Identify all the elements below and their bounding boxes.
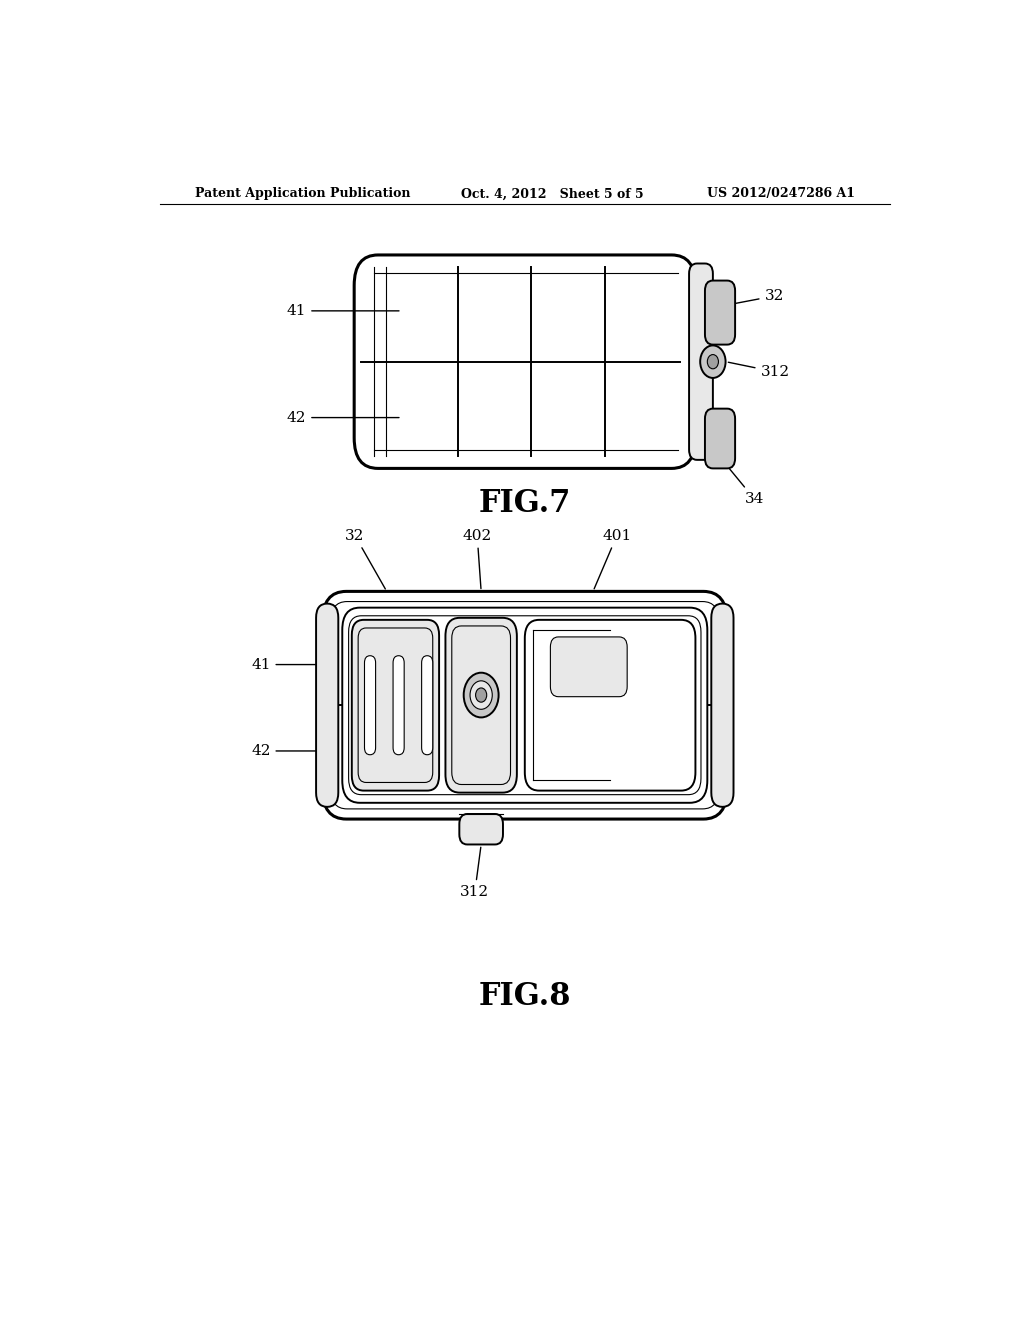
Circle shape [475,688,486,702]
Text: 401: 401 [594,528,632,589]
Text: 41: 41 [251,657,336,672]
Text: 42: 42 [251,744,336,758]
FancyBboxPatch shape [393,656,404,755]
Text: 32: 32 [345,528,385,589]
Text: 32: 32 [724,289,783,306]
FancyBboxPatch shape [316,603,338,807]
FancyBboxPatch shape [354,255,695,469]
FancyBboxPatch shape [524,620,695,791]
Text: Oct. 4, 2012   Sheet 5 of 5: Oct. 4, 2012 Sheet 5 of 5 [461,187,644,201]
Text: 402: 402 [463,528,492,589]
Text: FIG.7: FIG.7 [478,488,571,520]
Circle shape [708,355,719,368]
Text: 312: 312 [460,847,489,899]
FancyBboxPatch shape [550,638,627,697]
Circle shape [470,681,493,709]
FancyBboxPatch shape [705,409,735,469]
FancyBboxPatch shape [422,656,433,755]
FancyBboxPatch shape [365,656,376,755]
FancyBboxPatch shape [712,603,733,807]
FancyBboxPatch shape [352,620,439,791]
Text: 42: 42 [287,411,399,425]
Text: 312: 312 [728,362,790,379]
FancyBboxPatch shape [445,618,517,792]
Circle shape [464,673,499,718]
Text: US 2012/0247286 A1: US 2012/0247286 A1 [708,187,855,201]
FancyBboxPatch shape [689,264,713,459]
Text: Patent Application Publication: Patent Application Publication [196,187,411,201]
FancyBboxPatch shape [460,814,503,845]
FancyBboxPatch shape [342,607,708,803]
FancyBboxPatch shape [705,281,735,345]
Text: FIG.8: FIG.8 [478,982,571,1012]
Circle shape [700,346,726,378]
FancyBboxPatch shape [323,591,727,818]
Text: 34: 34 [723,461,764,506]
Text: 41: 41 [287,304,399,318]
